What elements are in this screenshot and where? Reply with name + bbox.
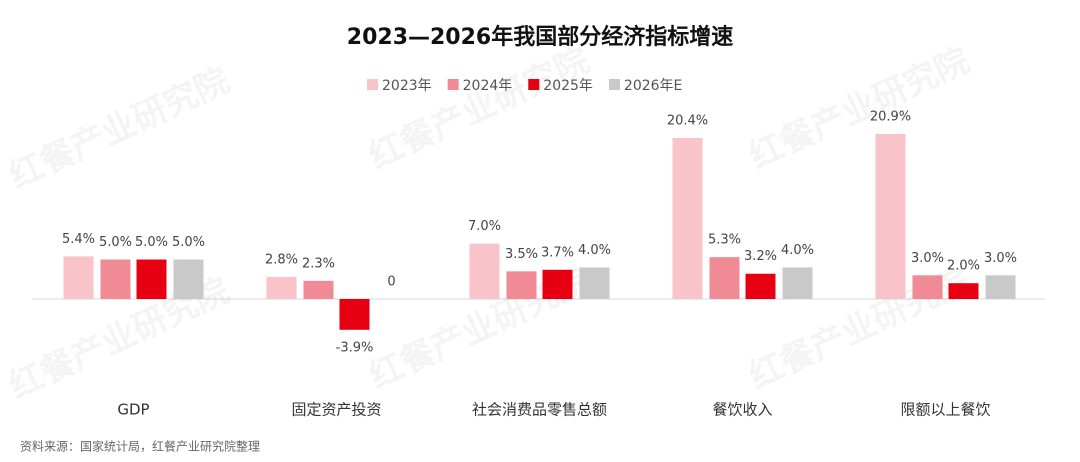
data-label: 20.9% xyxy=(870,110,911,125)
data-label: 5.4% xyxy=(62,232,95,247)
x-tick-label: GDP xyxy=(117,401,149,419)
bar xyxy=(173,259,204,299)
data-label: 3.7% xyxy=(541,245,574,260)
data-label: 4.0% xyxy=(578,243,611,258)
x-tick-label: 限额以上餐饮 xyxy=(900,401,990,419)
data-label: 5.3% xyxy=(708,233,741,248)
data-label: 5.0% xyxy=(172,235,205,250)
watermark: 红餐产业研究院 xyxy=(363,40,596,177)
bar xyxy=(506,271,537,299)
legend-swatch xyxy=(367,79,378,90)
data-label: -3.9% xyxy=(336,340,374,355)
data-label: 5.0% xyxy=(99,235,132,250)
data-label: 7.0% xyxy=(468,219,501,234)
data-label: 3.0% xyxy=(911,251,944,266)
bar xyxy=(266,276,297,299)
data-label: 5.0% xyxy=(135,235,168,250)
legend-label: 2025年 xyxy=(543,78,593,94)
data-label: 20.4% xyxy=(667,113,708,128)
bar xyxy=(303,280,334,299)
bar xyxy=(63,256,94,299)
legend-label: 2026年E xyxy=(624,78,682,94)
bar xyxy=(875,134,906,299)
bar xyxy=(579,267,610,299)
data-label: 2.0% xyxy=(947,259,980,274)
source-note: 资料来源：国家统计局，红餐产业研究院整理 xyxy=(20,439,260,454)
x-tick-label: 固定资产投资 xyxy=(291,401,381,419)
data-label: 3.2% xyxy=(744,249,777,264)
data-label: 0 xyxy=(387,275,395,290)
bar xyxy=(136,259,167,299)
bar xyxy=(912,275,943,299)
chart-title: 2023—2026年我国部分经济指标增速 xyxy=(347,24,733,50)
x-tick-label: 社会消费品零售总额 xyxy=(472,401,607,419)
bar xyxy=(985,275,1016,299)
legend-label: 2024年 xyxy=(463,78,513,94)
x-tick-label: 餐饮收入 xyxy=(712,401,772,419)
legend-swatch xyxy=(528,79,540,90)
bar xyxy=(709,257,740,299)
bar xyxy=(100,259,131,299)
bar xyxy=(672,137,703,299)
legend-label: 2023年 xyxy=(382,78,432,94)
bar xyxy=(339,299,370,330)
bar xyxy=(782,267,813,299)
bar xyxy=(948,283,979,299)
data-label: 3.5% xyxy=(505,247,538,262)
data-label: 3.0% xyxy=(984,251,1017,266)
legend-swatch xyxy=(608,79,620,90)
data-label: 2.3% xyxy=(302,256,335,271)
legend-swatch xyxy=(447,79,459,90)
bar xyxy=(542,269,573,299)
watermark: 红餐产业研究院 xyxy=(743,40,976,177)
data-label: 4.0% xyxy=(781,243,814,258)
watermark: 红餐产业研究院 xyxy=(3,60,236,197)
bar xyxy=(745,273,776,299)
data-label: 2.8% xyxy=(265,252,298,267)
bar xyxy=(469,243,500,299)
